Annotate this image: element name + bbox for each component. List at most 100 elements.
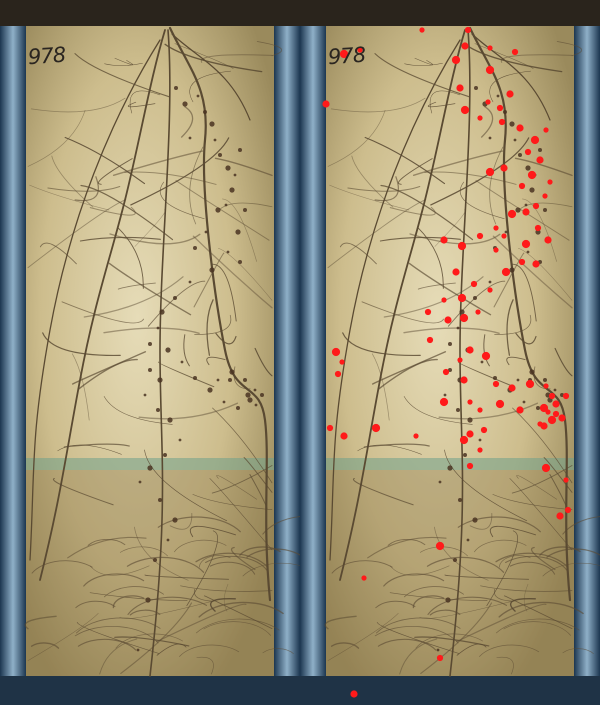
nodule-marker	[322, 100, 330, 108]
nodule	[159, 309, 165, 315]
nodule-marker	[508, 384, 516, 392]
nodule	[456, 408, 460, 412]
nodule	[243, 378, 247, 382]
nodule-marker	[518, 182, 526, 190]
nodule	[148, 342, 152, 346]
nodule	[453, 558, 457, 562]
nodule	[218, 153, 222, 157]
nodule-marker	[518, 258, 526, 266]
nodule-marker	[547, 179, 553, 185]
nodule	[536, 406, 540, 410]
nodule	[509, 121, 515, 127]
nodule	[260, 393, 264, 397]
nodule-marker	[350, 690, 358, 698]
nodule	[226, 250, 230, 254]
nodule	[538, 148, 542, 152]
nodule-marker	[475, 309, 481, 315]
nodule-marker	[562, 392, 570, 400]
nodule-marker	[371, 423, 381, 433]
nodule	[153, 558, 157, 562]
nodule-marker	[544, 236, 552, 244]
nodule-marker	[442, 368, 450, 376]
nodule-marker	[339, 359, 345, 365]
nodule	[472, 517, 478, 523]
nodule	[156, 408, 160, 412]
nodule	[156, 326, 160, 330]
nodule-marker	[521, 239, 531, 249]
bottom-bar	[0, 676, 300, 705]
nodule	[480, 360, 484, 364]
nodule-marker	[452, 268, 460, 276]
right-rail	[274, 0, 300, 705]
nodule	[225, 165, 231, 171]
nodule	[503, 110, 507, 114]
nodule	[524, 203, 528, 207]
rhizobox-panel-original: 978	[0, 0, 300, 705]
root-scan-annotated	[300, 0, 600, 705]
nodule-marker	[558, 414, 566, 422]
nodule	[553, 388, 557, 392]
nodule-marker	[340, 432, 348, 440]
root-scan-original	[0, 0, 300, 705]
nodule-marker	[527, 170, 537, 180]
nodule	[529, 369, 535, 375]
nodule	[515, 207, 521, 213]
nodule-marker	[470, 280, 478, 288]
sample-id-label-annotated: 978	[327, 42, 366, 70]
nodule-marker	[456, 84, 464, 92]
top-bar	[0, 0, 300, 26]
nodule-marker	[477, 447, 483, 453]
nodule-marker	[476, 232, 484, 240]
nodule-marker	[498, 118, 506, 126]
nodule	[245, 392, 251, 398]
nodule-marker	[493, 225, 499, 231]
nodule	[529, 187, 535, 193]
nodule-marker	[543, 383, 549, 389]
nodule	[526, 250, 530, 254]
nodule	[488, 280, 492, 284]
nodule	[513, 138, 517, 142]
nodule	[143, 393, 147, 397]
nodule	[443, 393, 447, 397]
nodule-marker	[501, 267, 511, 277]
left-rail	[0, 0, 26, 705]
nodule-marker	[541, 463, 551, 473]
nodule	[147, 465, 153, 471]
nodule-marker	[485, 65, 495, 75]
nodule	[204, 230, 208, 234]
nodule-marker	[524, 148, 532, 156]
nodule	[193, 376, 197, 380]
nodule-marker	[563, 477, 569, 483]
nodule-marker	[440, 236, 448, 244]
nodule	[459, 309, 465, 315]
nodule-marker	[536, 156, 544, 164]
nodule	[166, 538, 170, 542]
top-bar	[300, 0, 600, 26]
nodule	[188, 136, 192, 140]
nodule-marker	[357, 47, 363, 53]
nodule-marker	[457, 293, 467, 303]
nodule	[180, 360, 184, 364]
nodule-marker	[492, 380, 500, 388]
nodule-marker	[487, 45, 493, 51]
nodule-marker	[477, 115, 483, 121]
nodule	[158, 498, 162, 502]
nodule	[215, 207, 221, 213]
nodule-marker	[439, 397, 449, 407]
nodule-marker	[545, 409, 551, 415]
nodule	[543, 378, 547, 382]
nodule-marker	[460, 376, 468, 384]
nodule	[209, 267, 215, 273]
nodule	[463, 453, 467, 457]
nodule-marker	[530, 135, 540, 145]
nodule	[222, 400, 226, 404]
root-system	[24, 26, 300, 677]
nodule-marker	[556, 512, 564, 520]
nodule-marker	[481, 351, 491, 361]
nodule-marker	[506, 90, 514, 98]
nodule	[207, 387, 213, 393]
nodule	[224, 203, 228, 207]
nodule	[458, 498, 462, 502]
nodule-marker	[444, 316, 452, 324]
